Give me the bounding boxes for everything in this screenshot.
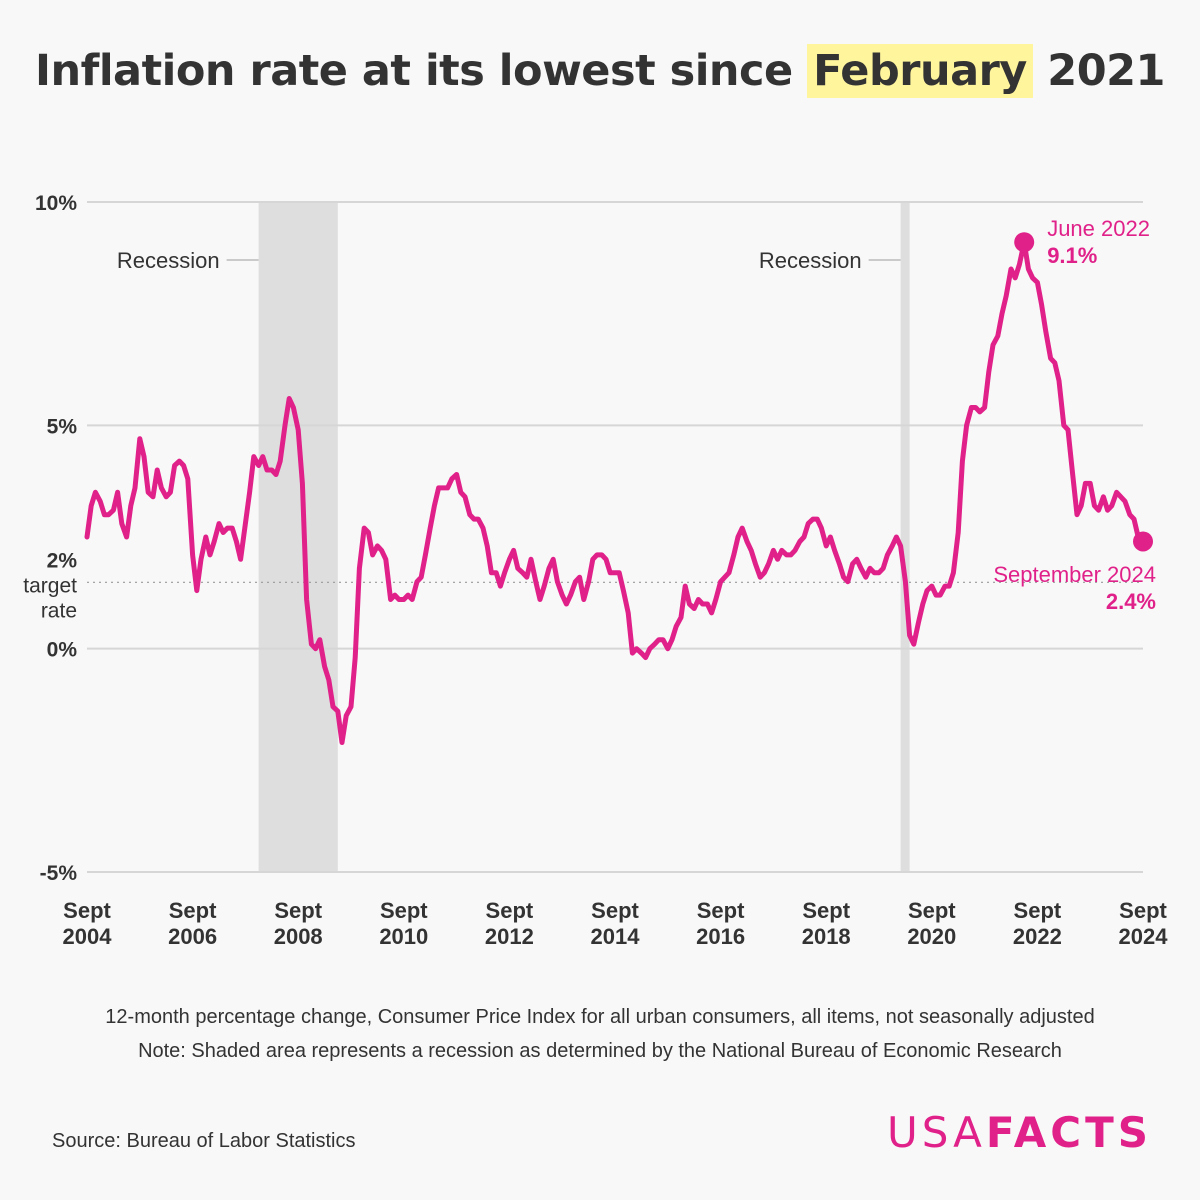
y-tick-label: 2% — [47, 549, 78, 572]
recession-band — [258, 202, 338, 872]
x-tick-label-month: Sept — [63, 898, 111, 923]
x-tick-label-year: 2020 — [907, 924, 956, 949]
chart-title: Inflation rate at its lowest since Febru… — [35, 44, 1165, 98]
recession-band — [900, 202, 910, 872]
x-tick-label-year: 2014 — [591, 924, 641, 949]
recession-label: Recession — [117, 248, 220, 273]
logo-part-usa: USA — [886, 1108, 986, 1157]
source-text: Source: Bureau of Labor Statistics — [52, 1130, 356, 1152]
x-tick-label-year: 2022 — [1013, 924, 1062, 949]
y-tick-label: 5% — [47, 415, 78, 438]
caption-description: 12-month percentage change, Consumer Pri… — [105, 1006, 1095, 1028]
peak-marker — [1014, 232, 1035, 253]
latest-annotation-value: 2.4% — [1106, 589, 1156, 614]
x-tick-label-month: Sept — [1119, 898, 1167, 923]
title-container: Inflation rate at its lowest since Febru… — [0, 44, 1200, 98]
x-tick-label-month: Sept — [591, 898, 639, 923]
x-tick-label-year: 2012 — [485, 924, 534, 949]
usafacts-logo: USAFACTS — [887, 1108, 1152, 1157]
target-label-line2: rate — [41, 599, 77, 622]
title-before: Inflation rate at its lowest since — [35, 46, 808, 96]
x-tick-label-month: Sept — [486, 898, 534, 923]
x-tick-label-year: 2006 — [168, 924, 217, 949]
x-tick-label-month: Sept — [1014, 898, 1062, 923]
x-tick-label-month: Sept — [802, 898, 850, 923]
peak-annotation-label: June 2022 — [1047, 216, 1150, 241]
title-highlight: February — [807, 44, 1033, 98]
x-tick-label-year: 2008 — [274, 924, 323, 949]
peak-annotation-value: 9.1% — [1047, 243, 1097, 268]
latest-annotation-label: September 2024 — [993, 562, 1156, 587]
x-tick-label-month: Sept — [908, 898, 956, 923]
logo-part-facts: FACTS — [985, 1108, 1152, 1157]
x-tick-label-month: Sept — [697, 898, 745, 923]
title-after: 2021 — [1032, 46, 1165, 96]
x-tick-label-year: 2024 — [1119, 924, 1169, 949]
target-label-line1: target — [23, 574, 77, 597]
y-tick-label: 10% — [35, 192, 77, 215]
x-tick-label-month: Sept — [274, 898, 322, 923]
x-tick-label-month: Sept — [380, 898, 428, 923]
y-tick-label: 0% — [47, 639, 78, 662]
x-tick-label-year: 2010 — [379, 924, 428, 949]
x-tick-label-year: 2004 — [63, 924, 113, 949]
inflation-series-line — [84, 239, 1146, 745]
y-tick-label: -5% — [40, 862, 78, 885]
x-tick-label-year: 2016 — [696, 924, 745, 949]
x-tick-label-month: Sept — [169, 898, 217, 923]
x-tick-label-year: 2018 — [802, 924, 851, 949]
caption-note: Note: Shaded area represents a recession… — [138, 1040, 1062, 1062]
recession-label: Recession — [759, 248, 862, 273]
latest-marker — [1133, 531, 1153, 552]
